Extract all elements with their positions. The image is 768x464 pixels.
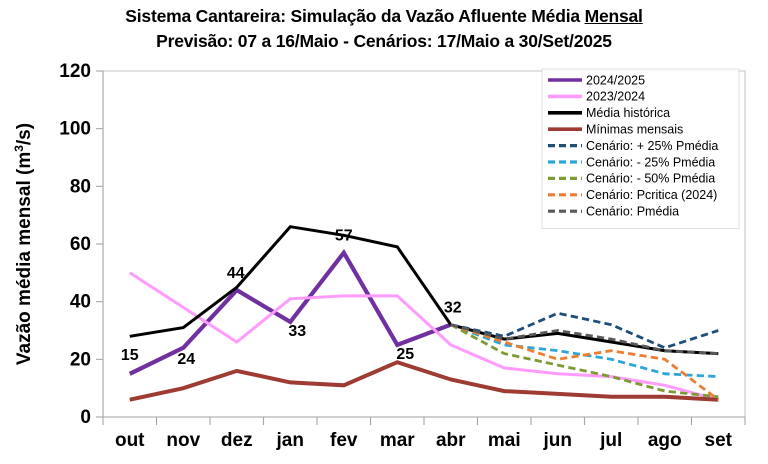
legend-label: Cenário: Pmédia [586, 204, 679, 218]
series-line-0 [128, 248, 452, 376]
data-point-label: 15 [121, 347, 139, 364]
data-point-label: 25 [396, 346, 414, 363]
y-axis-title-text: Vazão média mensal (m3/s) [12, 123, 35, 365]
legend-label: Média histórica [586, 106, 670, 120]
x-axis-ticks [102, 416, 746, 425]
x-axis-tick-label: dez [221, 430, 253, 451]
series-line-6 [450, 323, 719, 399]
y-axis-tick-label: 20 [70, 349, 91, 370]
data-labels: 15 24 44 33 57 25 32 [121, 228, 462, 368]
x-axis-tick-label: mai [488, 430, 521, 451]
x-axis-tick-label: jan [276, 430, 304, 451]
legend-label: Cenário: + 25% Pmédia [586, 139, 718, 153]
data-point-label: 44 [227, 265, 245, 282]
chart-title-block: Sistema Cantareira: Simulação da Vazão A… [0, 4, 768, 54]
chart-subtitle: Previsão: 07 a 16/Maio - Cenários: 17/Ma… [156, 31, 612, 51]
legend-label: Mínimas mensais [586, 122, 683, 136]
y-axis-tick-label: 100 [59, 119, 91, 140]
legend-label: 2024/2025 [586, 73, 645, 87]
chart-title-underlined-word: Mensal [584, 6, 643, 26]
y-axis-title: Vazão média mensal (m3/s) [12, 123, 35, 365]
chart-title-line-1: Sistema Cantareira: Simulação da Vazão A… [0, 4, 768, 29]
y-axis-tick-label: 80 [70, 176, 91, 197]
x-axis-tick-label: jul [599, 430, 622, 451]
x-axis-tick-label: jun [543, 430, 573, 451]
y-axis-tick-label: 60 [70, 234, 91, 255]
chart-legend: 2024/2025 2023/2024 Média histórica Mínimas… [541, 68, 740, 230]
x-axis-tick-label: mar [380, 430, 415, 451]
legend-label: 2023/2024 [586, 90, 645, 104]
legend-label: Cenário: - 50% Pmédia [586, 172, 715, 186]
legend-label: Cenário: - 25% Pmédia [586, 155, 715, 169]
y-axis-tick-label: 0 [80, 407, 91, 428]
data-point-label: 33 [288, 323, 306, 340]
series-line-8 [450, 323, 719, 355]
x-axis-labels: out nov dez jan fev mar abr mai jun jul ago set [115, 430, 733, 451]
legend-label: Cenário: Pcritica (2024) [586, 188, 717, 202]
y-axis-tick-label: 40 [70, 292, 91, 313]
data-point-label: 57 [335, 228, 353, 245]
x-axis-tick-label: set [705, 430, 733, 451]
x-axis-tick-label: fev [330, 430, 358, 451]
x-axis-tick-label: out [115, 430, 145, 451]
x-axis-tick-label: ago [648, 430, 682, 451]
chart-title-text: Sistema Cantareira: Simulação da Vazão A… [125, 6, 585, 26]
series-line-2 [129, 225, 719, 356]
x-axis-tick-label: nov [166, 430, 200, 451]
data-point-label: 24 [177, 351, 195, 368]
data-point-label: 32 [444, 300, 462, 317]
series-line-3 [129, 360, 719, 402]
series-lines [128, 225, 720, 402]
y-axis-tick-label: 120 [59, 61, 91, 82]
y-axis-ticks: 0 20 40 60 80 100 120 [59, 61, 104, 428]
series-line-4 [450, 311, 719, 350]
x-axis-tick-label: abr [436, 430, 466, 451]
series-line-7 [450, 323, 720, 401]
